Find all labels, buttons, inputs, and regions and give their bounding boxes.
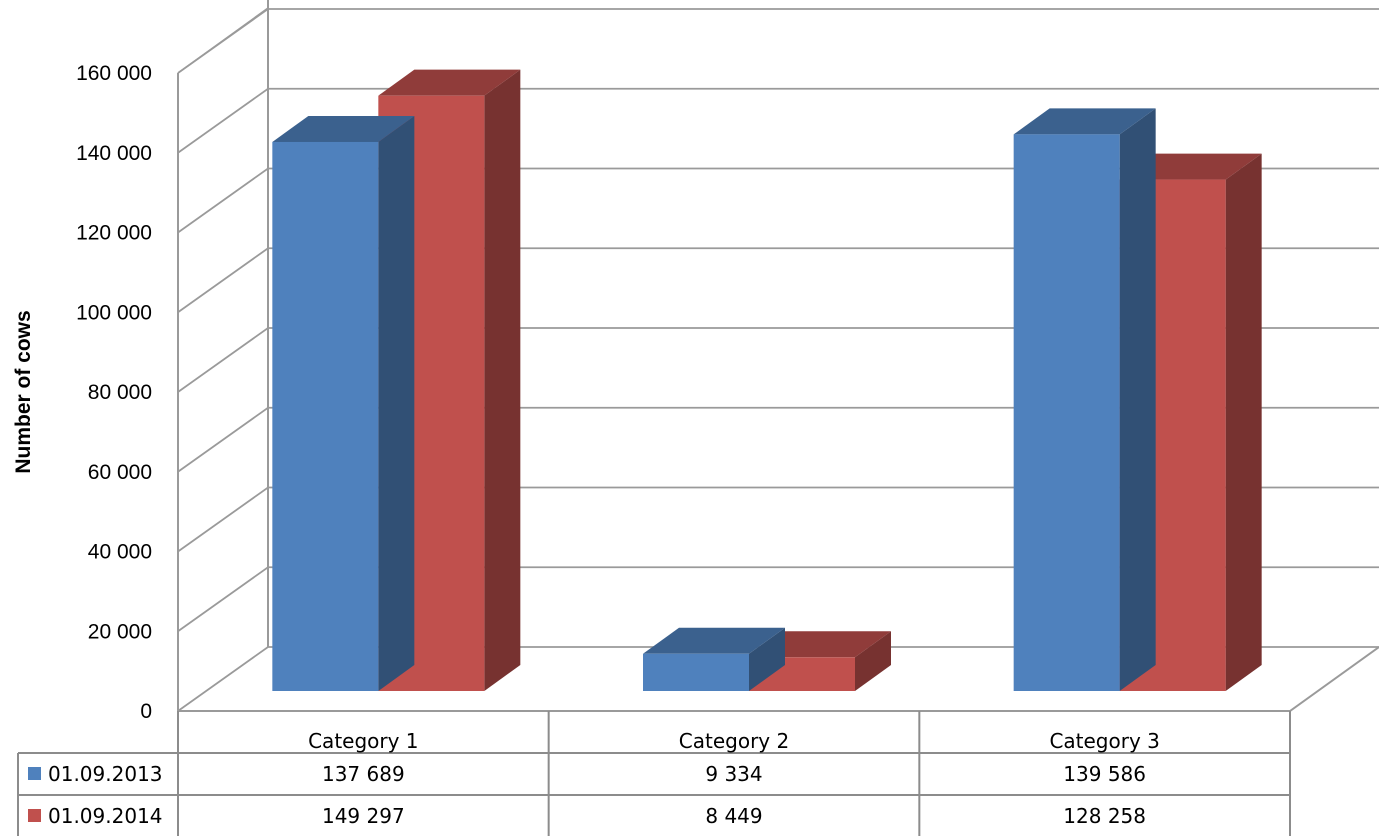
- bar: [1013, 108, 1156, 692]
- bar-side: [1225, 153, 1262, 691]
- bar-side: [1119, 108, 1156, 692]
- y-tick-labels: 0 20 000 40 000 60 000 80 000 100 000 120 000 1…: [76, 62, 152, 723]
- y-tick-label: 140 000: [76, 142, 152, 165]
- bar-top: [378, 69, 521, 96]
- gridlines: [177, 8, 1379, 712]
- bar: [272, 115, 415, 692]
- table-category-label: Category 3: [1049, 729, 1159, 753]
- legend-series-name: 01.09.2014: [48, 804, 163, 828]
- y-axis-label: Number of cows: [12, 310, 35, 473]
- bar-front: [1013, 134, 1120, 691]
- gridline: [177, 486, 1379, 553]
- table-value: 139 586: [1063, 762, 1146, 786]
- bar-side: [749, 627, 785, 691]
- bar-top: [272, 115, 415, 142]
- gridline: [177, 566, 1379, 632]
- table-category-label: Category 1: [308, 729, 418, 753]
- bar-front: [643, 653, 749, 691]
- y-tick-label: 80 000: [88, 381, 152, 404]
- y-tick-label: 0: [140, 700, 152, 723]
- bar-side: [484, 69, 521, 691]
- bar-side: [855, 631, 891, 691]
- table-category-label: Category 2: [679, 729, 789, 753]
- y-tick-label: 100 000: [76, 301, 152, 324]
- gridline: [177, 406, 1379, 473]
- gridline: [177, 247, 1379, 313]
- bar-top: [1013, 108, 1156, 135]
- bar-top: [643, 627, 785, 654]
- table-value: 128 258: [1063, 804, 1146, 828]
- bar-side: [378, 115, 415, 692]
- gridline: [177, 167, 1379, 234]
- gridline: [177, 646, 1379, 712]
- table-value: 8 449: [705, 804, 762, 828]
- data-table: Category 1 Category 2 Category 3 01.09.2013…: [17, 711, 1291, 836]
- gridline: [177, 8, 1379, 74]
- y-tick-label: 20 000: [88, 620, 152, 643]
- bar-front: [272, 141, 379, 692]
- y-tick-label: 160 000: [76, 62, 152, 85]
- legend-swatch: [28, 809, 41, 822]
- bars: [272, 69, 1262, 692]
- gridline: [177, 327, 1379, 393]
- table-value: 9 334: [705, 762, 762, 786]
- y-tick-label: 40 000: [88, 541, 152, 564]
- y-tick-label: 120 000: [76, 222, 152, 245]
- gridline: [177, 87, 1379, 154]
- legend-series-name: 01.09.2013: [48, 762, 163, 786]
- bar: [643, 627, 785, 691]
- legend-swatch: [28, 767, 41, 780]
- table-value: 149 297: [322, 804, 405, 828]
- table-value: 137 689: [322, 762, 405, 786]
- y-tick-label: 60 000: [88, 461, 152, 484]
